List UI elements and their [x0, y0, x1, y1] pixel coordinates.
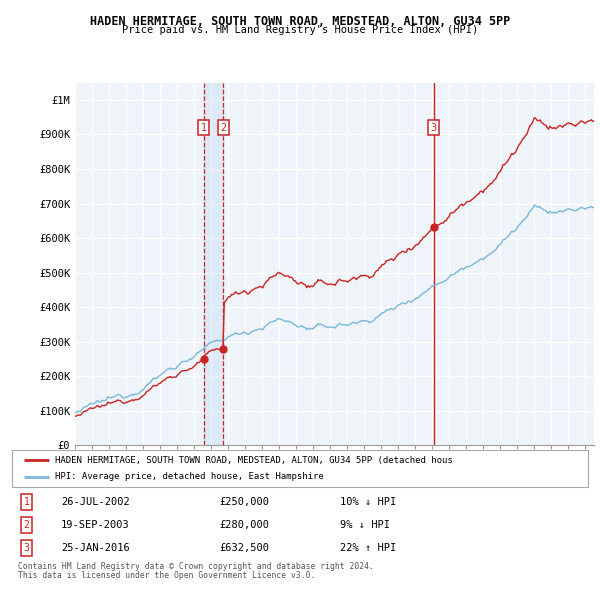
Text: 26-JUL-2002: 26-JUL-2002 [61, 497, 130, 507]
Text: 22% ↑ HPI: 22% ↑ HPI [340, 543, 397, 553]
Text: HADEN HERMITAGE, SOUTH TOWN ROAD, MEDSTEAD, ALTON, GU34 5PP: HADEN HERMITAGE, SOUTH TOWN ROAD, MEDSTE… [90, 15, 510, 28]
Text: 1: 1 [23, 497, 29, 507]
Bar [204, 83, 223, 445]
Text: 3: 3 [430, 123, 437, 133]
Text: 25-JAN-2016: 25-JAN-2016 [61, 543, 130, 553]
Text: 19-SEP-2003: 19-SEP-2003 [61, 520, 130, 530]
Text: 1: 1 [201, 123, 207, 133]
Text: 2: 2 [220, 123, 227, 133]
Text: £632,500: £632,500 [220, 543, 269, 553]
Text: HADEN HERMITAGE, SOUTH TOWN ROAD, MEDSTEAD, ALTON, GU34 5PP (detached hous: HADEN HERMITAGE, SOUTH TOWN ROAD, MEDSTE… [55, 455, 453, 464]
Text: 3: 3 [23, 543, 29, 553]
Text: £280,000: £280,000 [220, 520, 269, 530]
Text: 10% ↓ HPI: 10% ↓ HPI [340, 497, 397, 507]
Text: This data is licensed under the Open Government Licence v3.0.: This data is licensed under the Open Gov… [18, 571, 316, 579]
Text: HPI: Average price, detached house, East Hampshire: HPI: Average price, detached house, East… [55, 473, 324, 481]
Text: £250,000: £250,000 [220, 497, 269, 507]
Text: Price paid vs. HM Land Registry's House Price Index (HPI): Price paid vs. HM Land Registry's House … [122, 25, 478, 35]
Text: Contains HM Land Registry data © Crown copyright and database right 2024.: Contains HM Land Registry data © Crown c… [18, 562, 374, 571]
Text: 2: 2 [23, 520, 29, 530]
Text: 9% ↓ HPI: 9% ↓ HPI [340, 520, 391, 530]
